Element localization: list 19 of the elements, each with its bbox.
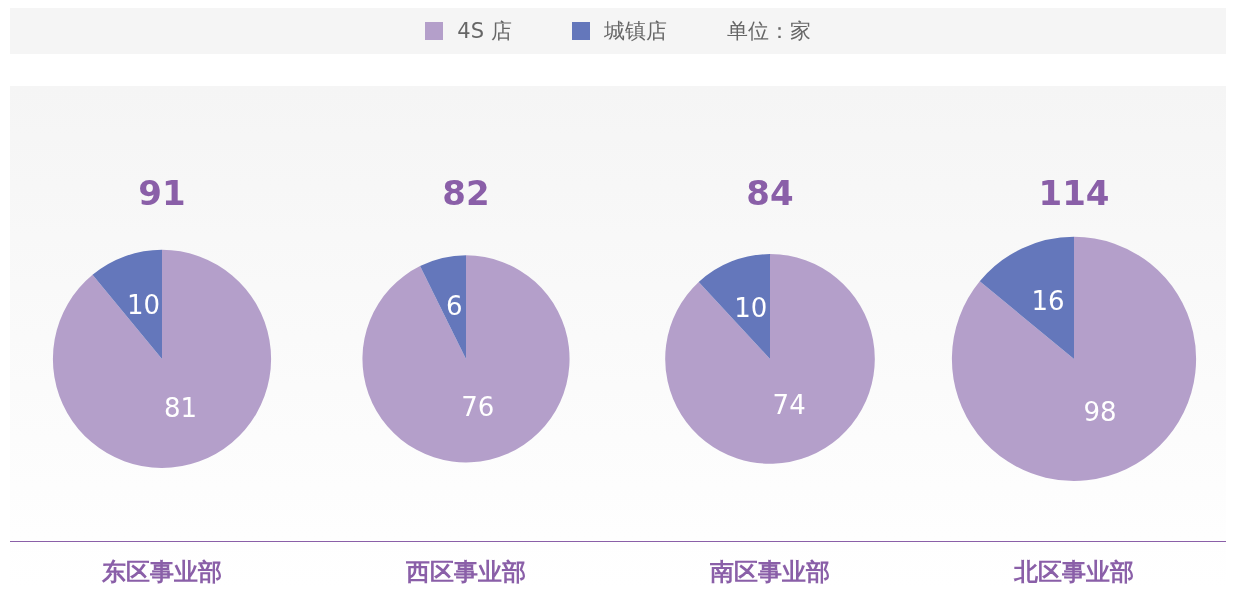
legend-label: 4S 店 bbox=[457, 18, 512, 45]
text: 北区事业部 bbox=[1014, 557, 1134, 588]
data-label: 10 bbox=[734, 292, 768, 323]
data-label: 16 bbox=[1031, 286, 1065, 317]
data-label: 6 bbox=[445, 291, 463, 322]
chart-title: 82 bbox=[442, 173, 490, 214]
text: 91 bbox=[138, 173, 186, 214]
chart-title: 114 bbox=[1038, 173, 1110, 214]
legend-label: 城镇店 bbox=[603, 18, 667, 45]
data-label: 98 bbox=[1083, 396, 1117, 427]
data-label: 74 bbox=[772, 390, 806, 421]
text: 东区事业部 bbox=[102, 557, 222, 588]
text: 南区事业部 bbox=[710, 557, 830, 588]
text: 单位：家 bbox=[726, 18, 811, 45]
chart-title: 84 bbox=[746, 173, 794, 214]
data-label: 10 bbox=[126, 290, 161, 321]
data-label: 81 bbox=[163, 392, 198, 423]
text: 西区事业部 bbox=[406, 557, 526, 588]
data-label: 76 bbox=[461, 392, 495, 423]
